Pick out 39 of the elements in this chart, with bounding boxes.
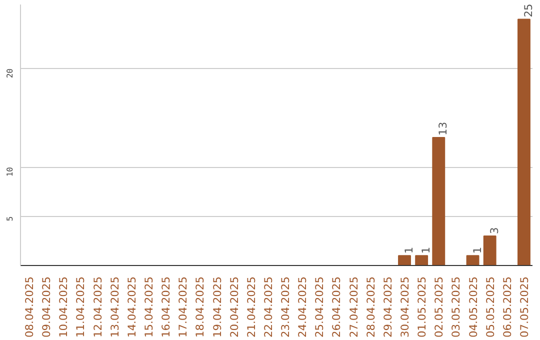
- x-tick-label: 05.05.2025: [484, 276, 497, 338]
- x-tick-label: 10.04.2025: [57, 276, 70, 338]
- x-tick-label: 30.04.2025: [398, 276, 412, 338]
- x-tick-label: 25.04.2025: [313, 276, 326, 338]
- x-tick-label: 09.04.2025: [40, 276, 54, 338]
- y-tick-label: 5: [6, 216, 14, 222]
- x-tick-label: 07.05.2025: [518, 276, 531, 338]
- data-label: 3: [488, 227, 501, 234]
- data-label: 25: [522, 4, 535, 18]
- data-label: 13: [436, 122, 450, 136]
- x-tick-label: 27.04.2025: [347, 276, 360, 338]
- data-label: 1: [420, 246, 433, 254]
- x-tick-label: 08.04.2025: [23, 276, 36, 338]
- x-tick-label: 15.04.2025: [142, 276, 156, 338]
- x-tick-label: 21.04.2025: [244, 276, 258, 338]
- x-tick-label: 06.05.2025: [500, 276, 514, 338]
- y-tick-label: 20: [6, 68, 14, 78]
- x-tick-label: 12.04.2025: [91, 276, 104, 338]
- x-tick-label: 14.04.2025: [125, 276, 138, 338]
- x-tick-label: 22.04.2025: [262, 276, 275, 338]
- data-label: 1: [402, 246, 416, 254]
- x-tick-label: 03.05.2025: [450, 276, 463, 338]
- x-tick-label: 26.04.2025: [330, 276, 344, 338]
- x-tick-label: 11.04.2025: [74, 276, 88, 338]
- x-tick-label: 04.05.2025: [466, 276, 480, 338]
- data-label: 1: [470, 246, 484, 254]
- x-tick-label: 17.04.2025: [176, 276, 190, 338]
- x-tick-label: 02.05.2025: [432, 276, 446, 338]
- x-tick-label: 20.04.2025: [228, 276, 241, 338]
- x-tick-label: 18.04.2025: [194, 276, 207, 338]
- x-tick-label: 13.04.2025: [108, 276, 122, 338]
- x-tick-label: 28.04.2025: [364, 276, 378, 338]
- x-tick-label: 01.05.2025: [416, 276, 429, 338]
- x-tick-label: 23.04.2025: [279, 276, 292, 338]
- x-tick-label: 19.04.2025: [210, 276, 224, 338]
- x-tick-label: 29.04.2025: [381, 276, 394, 338]
- x-tick-label: 24.04.2025: [296, 276, 310, 338]
- y-tick-label: 10: [6, 166, 14, 177]
- x-tick-label: 16.04.2025: [160, 276, 173, 338]
